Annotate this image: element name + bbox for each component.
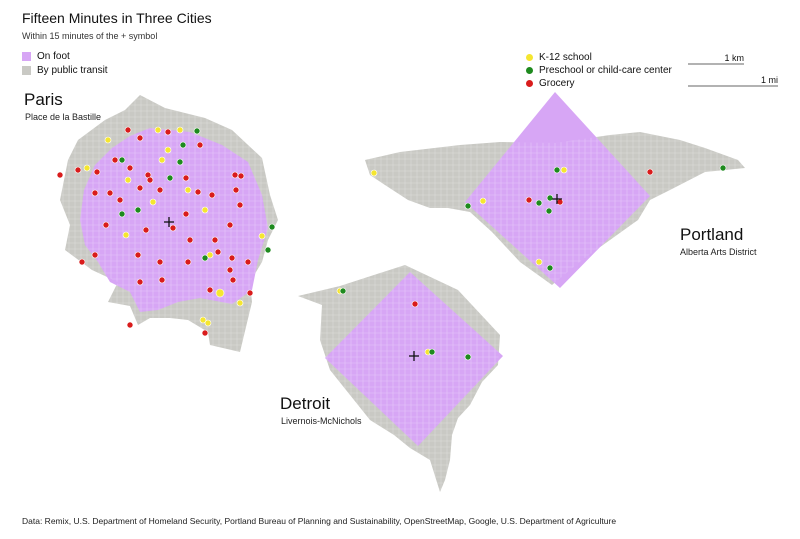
legend-grocery-label: Grocery [539,78,575,89]
legend-school: K-12 school [526,52,592,63]
on-foot-swatch [22,52,31,61]
transit-swatch [22,66,31,75]
map-title: Fifteen Minutes in Three Cities [22,10,212,26]
city-neighborhood-portland: Alberta Arts District [680,247,757,257]
legend-school-label: K-12 school [539,52,592,63]
detroit-center-plus-icon [409,351,419,361]
scale-mi-label: 1 mi [760,75,778,85]
preschool-dot-icon [526,67,533,74]
grocery-dot-icon [526,80,533,87]
legend-preschool-label: Preschool or child-care center [539,65,672,76]
legend-on-foot-label: On foot [37,51,70,62]
portland-center-plus-icon [552,194,562,204]
paris-map [56,95,278,352]
detroit-map [298,265,503,492]
legend-on-foot: On foot [22,51,70,62]
school-dot-icon [526,54,533,61]
city-name-detroit: Detroit [280,394,331,413]
map-subtitle: Within 15 minutes of the + symbol [22,31,158,41]
detroit-amenity-points [336,287,472,361]
data-source-note: Data: Remix, U.S. Department of Homeland… [22,516,617,526]
city-name-portland: Portland [680,225,744,244]
portland-map [365,92,745,288]
paris-center-plus-icon [164,217,174,227]
city-neighborhood-paris: Place de la Bastille [25,112,102,122]
legend-transit-label: By public transit [37,65,108,76]
city-neighborhood-detroit: Livernois-McNichols [281,416,362,426]
paris-amenity-points [56,126,276,337]
detroit-street-texture [298,265,500,492]
legend-transit: By public transit [22,65,108,76]
portland-street-texture [365,132,745,285]
legend-preschool: Preschool or child-care center [526,65,672,76]
scale-km-label: 1 km [724,53,744,63]
city-name-paris: Paris [24,90,63,109]
legend-grocery: Grocery [526,78,575,89]
portland-amenity-points [370,164,727,272]
